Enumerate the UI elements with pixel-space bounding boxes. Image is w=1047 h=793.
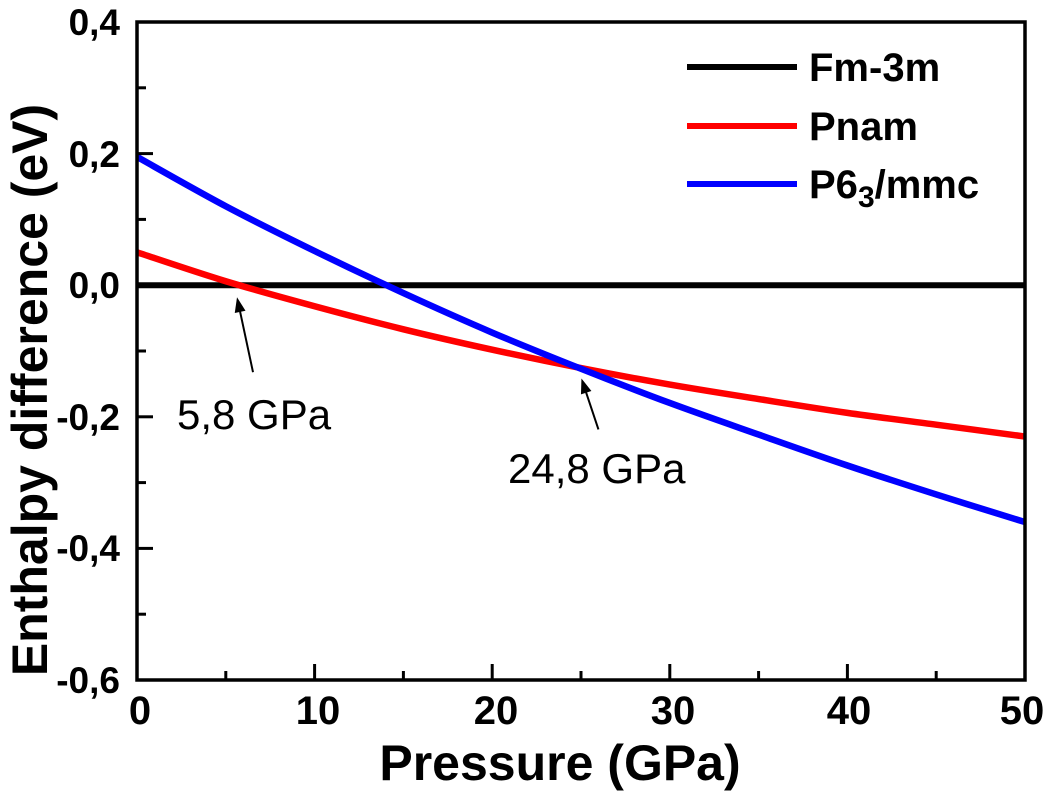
annotation-arrow-2-shaft (583, 388, 600, 430)
x-axis-title: Pressure (GPa) (379, 735, 740, 791)
y-tick-label-4: -0,4 (56, 528, 120, 569)
series-line-p63-mmc (136, 154, 1026, 526)
legend-label-p63mmc: P63/mmc (809, 163, 979, 214)
y-tick-label-1: 0,2 (69, 134, 120, 175)
x-tick-label-1: 10 (296, 689, 341, 733)
annotation-text-24-8-gpa: 24,8 GPa (508, 445, 686, 492)
y-tick-label-5: -0,6 (56, 660, 120, 701)
x-tick-label-2: 20 (474, 689, 519, 733)
x-tick-label-5: 50 (1000, 689, 1045, 733)
legend-label-p63mmc-post: /mmc (875, 163, 980, 207)
x-tick-label-0: 0 (129, 689, 151, 733)
legend: Fm-3m Pnam P63/mmc (687, 46, 979, 214)
legend-label-fm3m: Fm-3m (809, 46, 940, 90)
annotation-arrow-1-shaft (238, 307, 254, 373)
annotation-text-5-8-gpa: 5,8 GPa (177, 391, 332, 438)
y-axis-title: Enthalpy difference (eV) (2, 104, 58, 676)
legend-label-pnam-pre: Pnam (809, 105, 918, 149)
y-tick-label-0: 0,4 (69, 2, 121, 43)
legend-label-pnam: Pnam (809, 105, 918, 149)
y-tick-label-2: 0,0 (69, 265, 120, 306)
annotation-arrow-1-head (234, 297, 246, 314)
legend-label-p63mmc-pre: P6 (809, 163, 858, 207)
plot-layer (135, 20, 1027, 682)
x-tick-label-3: 30 (651, 689, 696, 733)
x-tick-label-4: 40 (827, 689, 872, 733)
legend-label-fm3m-pre: Fm-3m (809, 46, 940, 90)
annotation-arrow-2-head (580, 378, 592, 395)
y-tick-label-3: -0,2 (56, 397, 120, 438)
legend-label-p63mmc-sub: 3 (858, 181, 875, 214)
